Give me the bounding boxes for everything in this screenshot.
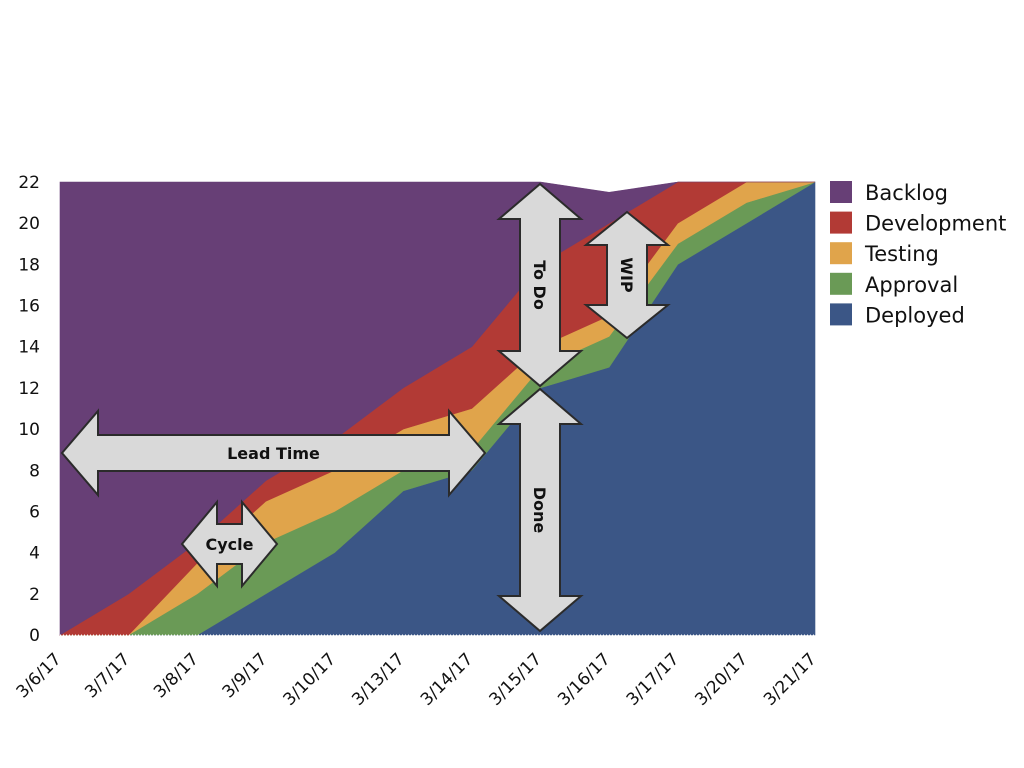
flow-annotations: Lead Time Cycle To Do Done WIP — [60, 182, 671, 633]
cycle-arrow-shape — [180, 499, 279, 589]
y-tick-label: 10 — [18, 420, 40, 440]
to-do-arrow-label: To Do — [530, 260, 549, 310]
done-arrow-label: Done — [530, 487, 549, 534]
y-tick-label: 14 — [18, 338, 40, 358]
legend-label: Testing — [864, 242, 939, 266]
x-tick-label: 3/21/17 — [760, 649, 820, 709]
legend-swatch — [830, 272, 852, 295]
x-tick-label: 3/9/17 — [219, 649, 272, 702]
x-tick-label: 3/7/17 — [81, 649, 134, 702]
legend-swatch — [830, 242, 852, 265]
y-tick-label: 0 — [29, 626, 40, 646]
y-tick-label: 12 — [18, 379, 40, 399]
done-arrow-shape — [496, 387, 584, 633]
legend-item-approval: Approval — [830, 272, 958, 297]
y-axis-tick-labels: 0 2 4 6 8 10 12 14 16 18 20 22 — [18, 173, 40, 646]
x-tick-label: 3/20/17 — [691, 649, 751, 709]
x-tick-label: 3/15/17 — [485, 649, 545, 709]
y-tick-label: 22 — [18, 173, 40, 193]
cycle-arrow: Cycle — [180, 499, 279, 589]
legend-label: Development — [865, 212, 1006, 236]
plot-areas — [58, 181, 816, 636]
x-tick-label: 3/6/17 — [13, 649, 66, 702]
legend-swatch — [830, 181, 852, 203]
legend-item-testing: Testing — [830, 242, 939, 266]
legend-swatch — [830, 303, 852, 326]
x-tick-label: 3/13/17 — [348, 649, 408, 709]
x-axis-tick-labels: 3/6/17 3/7/17 3/8/17 3/9/17 3/10/17 3/13/17 3/… — [13, 649, 821, 709]
x-tick-label: 3/17/17 — [623, 649, 683, 709]
wip-arrow-label: WIP — [617, 257, 636, 293]
y-tick-label: 20 — [18, 214, 40, 234]
done-arrow: Done — [496, 387, 584, 633]
x-tick-label: 3/10/17 — [280, 649, 340, 709]
y-tick-label: 18 — [18, 255, 40, 275]
wip-arrow-shape — [583, 210, 671, 340]
lead-time-arrow-shape — [60, 408, 487, 498]
lead-time-arrow: Lead Time — [60, 408, 487, 498]
y-tick-label: 4 — [29, 544, 40, 564]
lead-time-arrow-label: Lead Time — [227, 444, 320, 463]
legend-item-backlog: Backlog — [830, 181, 948, 205]
legend-swatch — [830, 211, 852, 234]
area-backlog — [59, 181, 815, 636]
legend: Backlog Development Testing Approval Deploye… — [830, 181, 1006, 327]
x-tick-label: 3/16/17 — [554, 649, 614, 709]
y-tick-label: 16 — [18, 297, 40, 317]
legend-item-deployed: Deployed — [830, 303, 965, 327]
y-tick-label: 2 — [29, 585, 40, 605]
to-do-arrow: To Do — [496, 182, 584, 388]
y-tick-label: 8 — [29, 461, 40, 481]
x-tick-label: 3/8/17 — [150, 649, 203, 702]
legend-label: Approval — [865, 273, 958, 297]
cycle-arrow-label: Cycle — [206, 535, 254, 554]
x-tick-label: 3/14/17 — [417, 649, 477, 709]
legend-label: Backlog — [865, 181, 948, 205]
to-do-arrow-shape — [496, 182, 584, 388]
legend-label: Deployed — [865, 303, 965, 327]
wip-arrow: WIP — [583, 210, 671, 340]
y-tick-label: 6 — [29, 502, 40, 522]
legend-item-development: Development — [830, 211, 1006, 236]
